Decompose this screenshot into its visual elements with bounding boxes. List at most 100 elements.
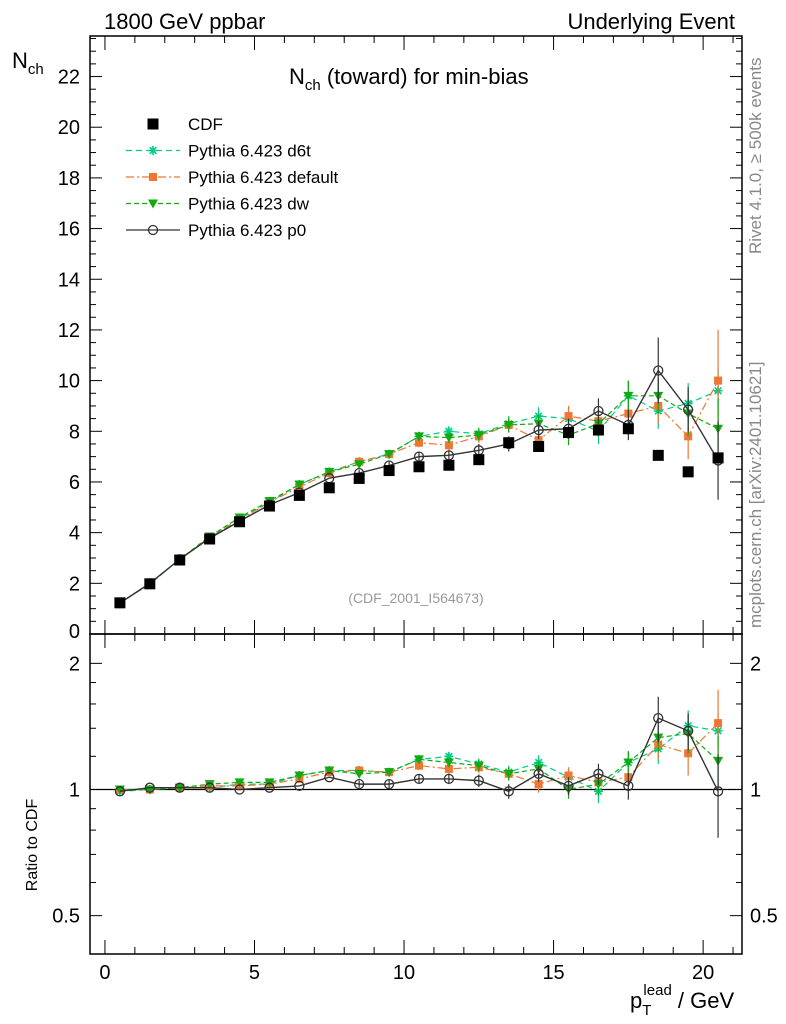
- ratio-point-default: [414, 761, 423, 770]
- main-y-tick-label: 16: [58, 219, 80, 241]
- main-y-ticks: 2 4 6 8 10 12 14 16 18 20 22 0: [58, 38, 742, 643]
- point-default: [414, 438, 423, 447]
- main-y-tick-label: 4: [69, 523, 80, 545]
- ratio-point-p0: [623, 780, 634, 792]
- ratio-point-p0: [563, 780, 574, 792]
- point-p0: [413, 451, 425, 462]
- point-CDF: [473, 454, 485, 466]
- point-dw: [623, 391, 634, 401]
- legend-label-CDF: CDF: [188, 115, 223, 134]
- legend-marker-CDF: [147, 118, 159, 130]
- point-CDF: [592, 424, 604, 436]
- legend-marker-d6t: [148, 146, 158, 155]
- x-tick-label: 15: [542, 962, 564, 984]
- point-CDF: [263, 500, 275, 512]
- point-CDF: [443, 459, 455, 471]
- ratio-point-dw: [623, 758, 634, 768]
- legend: CDF Pythia 6.423 d6t Pythia 6.423 default P…: [126, 115, 339, 240]
- point-CDF: [622, 423, 634, 435]
- analysis-watermark: (CDF_2001_I564673): [348, 590, 483, 606]
- main-y-tick-label: 10: [58, 371, 80, 393]
- ratio-point-dw: [503, 769, 514, 779]
- ratio-line-default: [119, 722, 719, 791]
- x-tick-label: 20: [692, 962, 714, 984]
- ratio-point-p0: [653, 712, 664, 724]
- x-ticks: 0 5 10 15 20: [99, 36, 734, 984]
- main-y-tick-label: 8: [69, 421, 80, 443]
- ratio-point-default: [564, 771, 573, 780]
- legend-label-dw: Pythia 6.423 dw: [188, 195, 310, 214]
- point-CDF: [293, 489, 305, 501]
- ratio-point-p0: [264, 782, 275, 793]
- ratio-point-p0: [712, 786, 724, 797]
- legend-item-dw: Pythia 6.423 dw: [126, 195, 310, 214]
- rivet-label: Rivet 4.1.0, ≥ 500k events: [746, 58, 765, 254]
- legend-marker-p0: [147, 224, 159, 236]
- ratio-point-p0: [683, 725, 694, 737]
- main-y-tick-label: 6: [69, 472, 80, 494]
- point-CDF: [503, 437, 515, 449]
- x-tick-label: 0: [99, 962, 110, 984]
- point-dw: [503, 420, 514, 430]
- point-d6t: [444, 426, 454, 436]
- ratio-point-p0: [234, 784, 245, 795]
- point-CDF: [323, 482, 335, 494]
- legend-item-d6t: Pythia 6.423 d6t: [126, 142, 311, 161]
- ratio-point-dw: [324, 766, 335, 776]
- point-p0: [593, 405, 604, 417]
- ratio-point-p0: [533, 768, 544, 779]
- main-ylabel: Nch: [12, 48, 44, 78]
- point-default: [564, 412, 573, 421]
- ratio-point-p0: [593, 768, 604, 779]
- point-p0: [533, 424, 544, 436]
- ratio-point-default: [534, 780, 543, 789]
- main-y-tick-label-zero: 0: [69, 621, 80, 643]
- ratio-point-dw: [593, 780, 604, 790]
- series-d6t: [115, 367, 723, 608]
- main-y-tick-label: 2: [69, 573, 80, 595]
- point-CDF: [413, 461, 425, 473]
- point-CDF: [712, 452, 724, 464]
- ratio-point-p0: [473, 775, 484, 786]
- ratio-line-dw: [119, 732, 719, 791]
- ratio-point-dw: [413, 755, 424, 765]
- point-dw: [354, 460, 365, 470]
- ratio-point-dw: [294, 771, 305, 781]
- ratio-point-p0: [413, 773, 425, 785]
- legend-item-default: Pythia 6.423 default: [126, 168, 339, 187]
- main-y-tick-label: 20: [58, 117, 80, 139]
- series-CDF: [114, 423, 724, 609]
- point-CDF: [652, 449, 664, 461]
- point-CDF: [383, 465, 395, 477]
- legend-label-p0: Pythia 6.423 p0: [188, 221, 306, 240]
- point-dw: [473, 431, 484, 441]
- ratio-y-ticks: 0.5 0.5 1 1 2 2: [52, 653, 778, 927]
- point-CDF: [533, 440, 545, 452]
- ratio-point-p0: [443, 773, 455, 785]
- point-CDF: [114, 597, 126, 609]
- main-y-tick-label: 22: [58, 67, 80, 89]
- x-tick-label: 10: [393, 962, 415, 984]
- ratio-point-dw: [204, 780, 215, 790]
- ratio-point-dw: [354, 769, 365, 779]
- point-dw: [384, 450, 395, 460]
- point-default: [534, 436, 543, 445]
- ratio-point-p0: [114, 786, 126, 797]
- ratio-ylabel: Ratio to CDF: [24, 799, 41, 892]
- point-CDF: [563, 427, 575, 439]
- series-p0: [114, 337, 724, 609]
- point-CDF: [353, 472, 365, 484]
- ratio-y-tick-label-left: 1: [69, 779, 80, 801]
- ratio-point-p0: [144, 782, 155, 793]
- point-dw: [294, 480, 305, 490]
- point-default: [444, 441, 453, 450]
- point-CDF: [204, 533, 216, 545]
- ratio-point-p0: [324, 772, 335, 783]
- legend-marker-dw: [148, 199, 158, 209]
- mcplots-label: mcplots.cern.ch [arXiv:2401.10621]: [746, 362, 765, 628]
- ratio-frame: [89, 633, 743, 955]
- point-CDF: [682, 466, 694, 478]
- ratio-point-dw: [384, 768, 395, 778]
- main-title: Nch (toward) for min-bias: [289, 64, 529, 94]
